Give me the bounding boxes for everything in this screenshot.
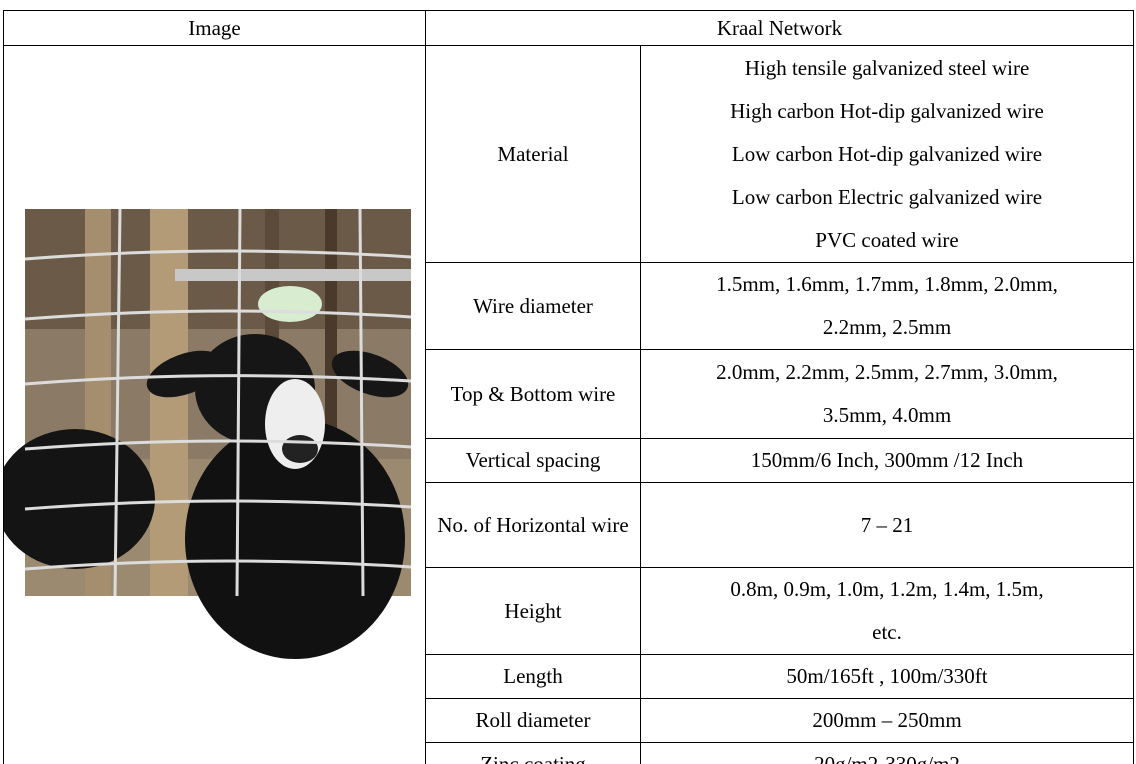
value-line: High tensile galvanized steel wire [649,47,1125,90]
row-label: Material [426,46,641,263]
row-label: Height [426,568,641,655]
row-value: 50m/165ft , 100m/330ft [641,655,1134,699]
row-value: 20g/m2-330g/m2 [641,743,1134,764]
image-cell [4,46,426,764]
value-line: 0.8m, 0.9m, 1.0m, 1.2m, 1.4m, 1.5m, [649,568,1125,611]
row-value: 150mm/6 Inch, 300mm /12 Inch [641,439,1134,483]
value-line: Low carbon Hot-dip galvanized wire [649,133,1125,176]
row-value: 0.8m, 0.9m, 1.0m, 1.2m, 1.4m, 1.5m,etc. [641,568,1134,655]
value-line: 20g/m2-330g/m2 [649,743,1125,764]
spec-table: Image Kraal Network [3,10,1134,764]
value-line: Low carbon Electric galvanized wire [649,176,1125,219]
value-line: 50m/165ft , 100m/330ft [649,655,1125,698]
row-value: 200mm – 250mm [641,699,1134,743]
row-label: Roll diameter [426,699,641,743]
header-cell: Image [4,11,426,46]
value-line: 200mm – 250mm [649,699,1125,742]
row-label: Length [426,655,641,699]
fence-photo [4,46,426,764]
header-row: Image Kraal Network [4,11,1134,46]
value-line: 2.2mm, 2.5mm [649,306,1125,349]
row-value: 1.5mm, 1.6mm, 1.7mm, 1.8mm, 2.0mm,2.2mm,… [641,263,1134,350]
value-line: 2.0mm, 2.2mm, 2.5mm, 2.7mm, 3.0mm, [649,351,1125,394]
value-line: High carbon Hot-dip galvanized wire [649,90,1125,133]
value-line: 1.5mm, 1.6mm, 1.7mm, 1.8mm, 2.0mm, [649,263,1125,306]
row-value: 2.0mm, 2.2mm, 2.5mm, 2.7mm, 3.0mm,3.5mm,… [641,350,1134,439]
value-line: 150mm/6 Inch, 300mm /12 Inch [649,439,1125,482]
value-line: 3.5mm, 4.0mm [649,394,1125,437]
page: {"table": { "header": ["Image", "Kraal N… [0,0,1136,764]
row-label: Wire diameter [426,263,641,350]
row-label: Zinc coating [426,743,641,764]
header-cell: Kraal Network [426,11,1134,46]
value-line: 7 – 21 [649,504,1125,547]
row-value: 7 – 21 [641,483,1134,568]
value-line: PVC coated wire [649,219,1125,262]
row-label: Vertical spacing [426,439,641,483]
row-label: No. of Horizontal wire [426,483,641,568]
value-line: etc. [649,611,1125,654]
row-label: Top & Bottom wire [426,350,641,439]
